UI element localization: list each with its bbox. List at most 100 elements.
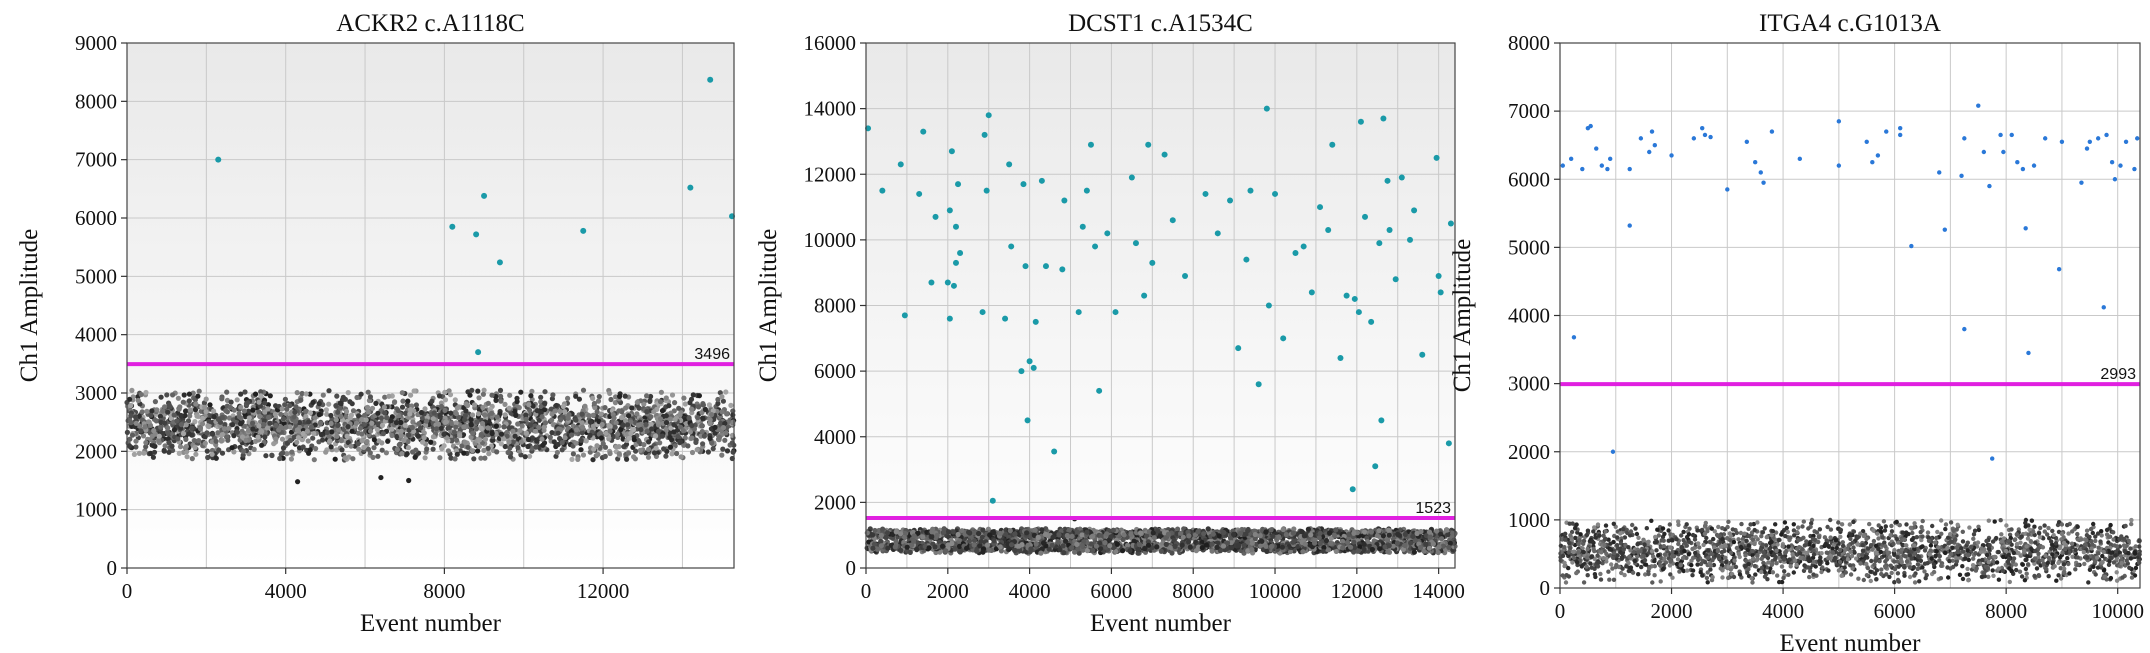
negative-droplet [436,421,442,427]
negative-droplet [613,444,620,450]
y-tick-label: 4000 [75,323,117,347]
negative-droplet [539,414,545,420]
negative-droplet [523,430,530,436]
negative-droplet [300,444,306,450]
negative-droplet [139,409,145,415]
negative-droplet [489,430,495,437]
negative-droplet [720,398,727,404]
negative-droplet [1331,532,1337,538]
negative-droplet [454,437,460,443]
negative-droplet [273,436,279,442]
negative-droplet [507,392,513,398]
negative-droplet [590,412,596,418]
negative-droplet [353,420,360,426]
negative-droplet [515,421,521,427]
negative-droplet [934,532,940,539]
negative-droplet [367,394,373,400]
negative-droplet [663,420,670,426]
negative-droplet [597,430,604,436]
y-tick-label: 7000 [75,148,117,172]
x-tick-label: 0 [122,579,133,603]
x-tick-label: 4000 [265,579,307,603]
negative-droplet [590,395,596,401]
negative-droplet [689,406,695,412]
negative-droplet [342,455,348,461]
negative-droplet [505,449,511,456]
negative-droplet [590,457,596,463]
negative-droplet [512,433,518,439]
y-tick-label: 2000 [75,439,117,463]
negative-droplet [1056,532,1062,538]
negative-droplet [406,432,412,438]
negative-droplet [559,447,565,453]
negative-droplet [182,445,188,451]
negative-droplet [428,439,434,445]
negative-droplet [532,428,539,434]
negative-droplet [468,422,474,428]
negative-droplet [413,447,419,453]
negative-droplet [135,397,141,404]
negative-droplet [707,417,713,423]
negative-droplet [987,532,993,538]
negative-droplet [149,408,155,414]
negative-droplet [294,439,300,445]
negative-droplet [265,406,271,412]
negative-droplet [657,416,664,422]
negative-droplet [1426,529,1433,535]
negative-droplet [587,419,594,425]
negative-droplet [326,401,332,407]
negative-droplet [613,420,619,426]
negative-droplet [645,454,652,460]
negative-droplet [552,408,558,414]
negative-droplet [616,451,622,457]
negative-droplet [626,413,632,419]
negative-droplet [328,412,334,419]
negative-droplet [489,410,495,416]
negative-droplet [470,430,476,436]
negative-droplet [629,405,635,411]
negative-droplet [442,407,448,413]
negative-droplet [176,450,182,456]
negative-droplet [211,408,217,414]
negative-droplet [574,427,580,433]
negative-droplet [634,411,640,417]
negative-droplet [619,415,625,421]
negative-droplet [278,424,284,430]
negative-droplet [280,445,287,451]
negative-droplet [1216,533,1222,539]
negative-droplet [700,402,707,408]
y-tick-label: 1000 [75,498,117,522]
negative-droplet [394,433,400,440]
negative-droplet [1231,531,1237,538]
negative-droplet [596,394,602,400]
negative-droplet [1178,530,1184,536]
negative-droplet [219,396,225,402]
negative-droplet [417,425,424,431]
negative-droplet [447,392,454,398]
negative-droplet [430,416,436,422]
negative-droplet [211,414,217,420]
negative-droplet [668,416,674,422]
x-tick-label: 8000 [423,579,465,603]
positive-droplet [496,259,503,266]
negative-droplet [284,406,290,412]
negative-droplet [641,401,647,407]
negative-droplet [872,527,878,534]
negative-droplet [430,446,436,452]
negative-droplet [479,420,486,427]
negative-droplet [1439,536,1445,542]
negative-droplet [1039,527,1045,533]
negative-droplet [186,391,192,397]
negative-droplet [165,409,171,415]
negative-droplet [430,434,436,440]
negative-droplet [1024,530,1030,536]
negative-droplet [680,428,686,434]
negative-droplet [131,451,137,457]
negative-droplet [357,425,363,431]
negative-droplet [225,437,231,443]
negative-droplet [371,437,377,443]
negative-droplet [1243,531,1249,537]
negative-droplet [381,404,387,410]
negative-droplet [279,406,285,412]
negative-droplet [519,423,525,429]
